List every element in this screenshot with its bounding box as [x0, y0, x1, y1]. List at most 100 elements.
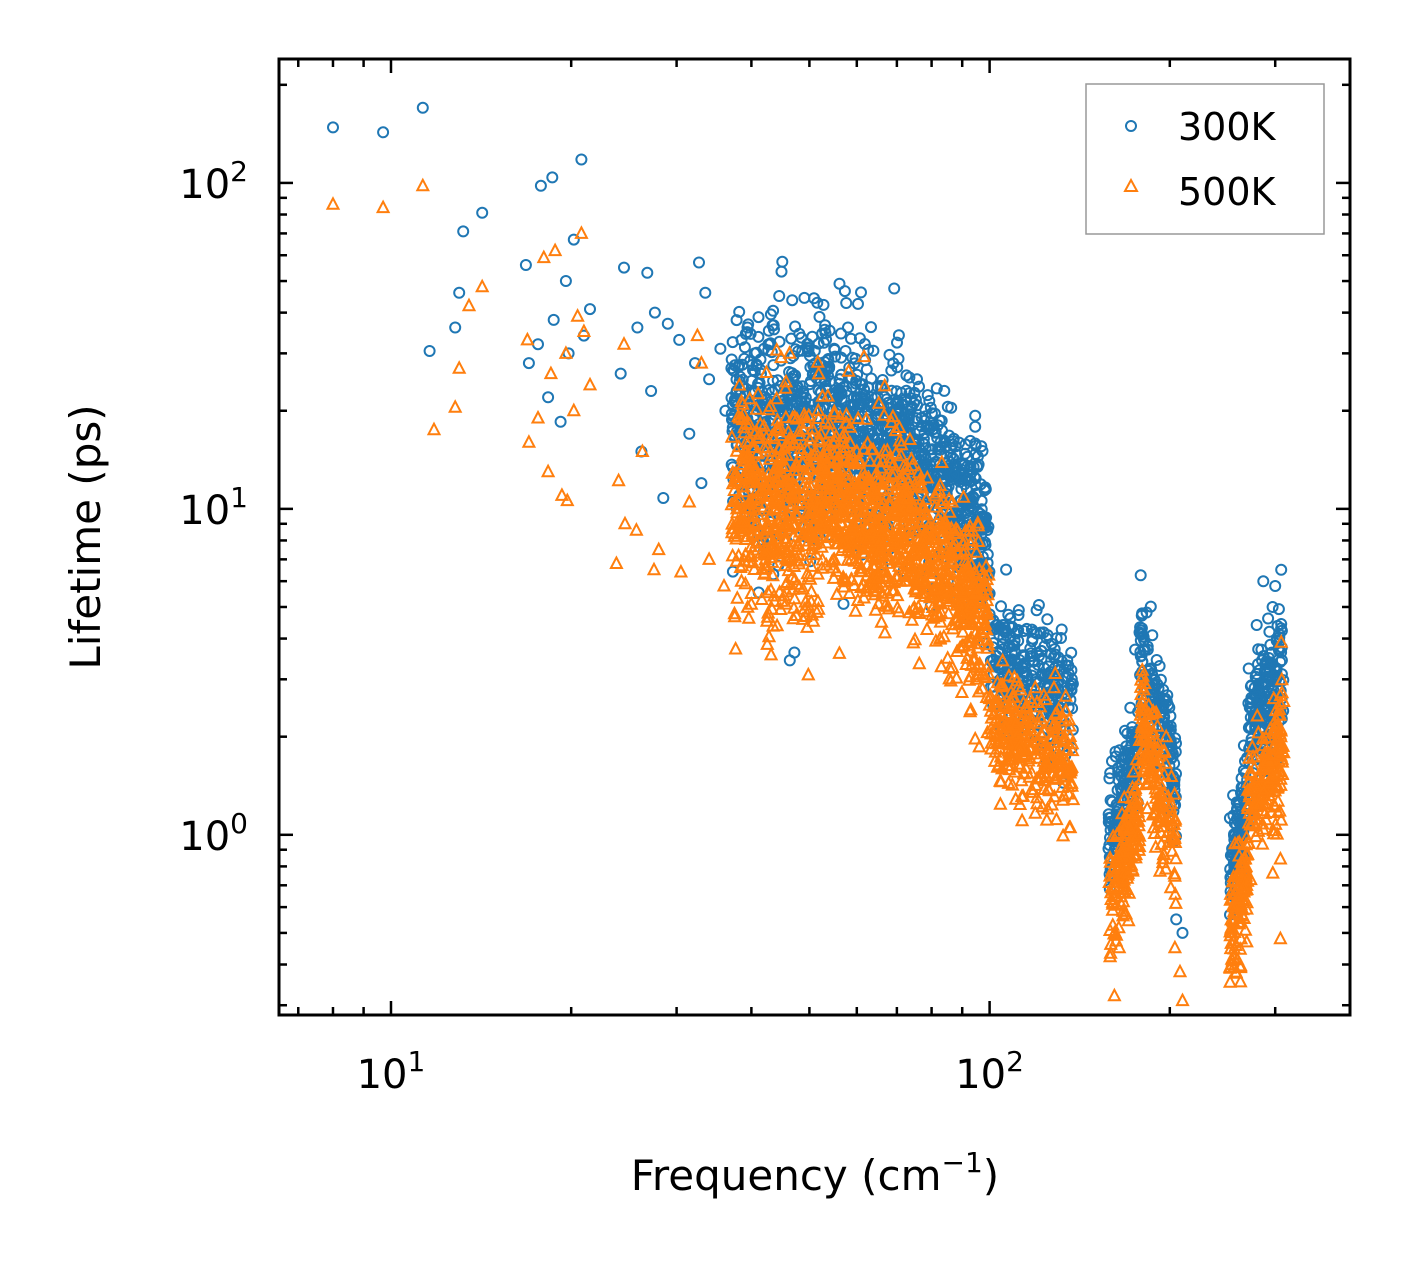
point-300k — [1055, 632, 1067, 644]
point-300k — [865, 372, 878, 385]
point-300k — [534, 179, 547, 192]
point-300k — [1006, 621, 1019, 634]
point-300k — [645, 385, 658, 397]
point-300k — [767, 319, 780, 332]
point-300k — [932, 442, 945, 455]
point-300k — [738, 341, 751, 354]
point-300k — [797, 387, 810, 400]
point-300k — [858, 383, 871, 396]
point-500k — [787, 590, 802, 605]
y-tick-exponent: 0 — [230, 807, 248, 840]
x-axis-title-superscript: −1 — [942, 1146, 983, 1179]
point-500k — [415, 177, 430, 192]
point-500k — [805, 420, 820, 435]
point-500k — [728, 640, 743, 655]
point-500k — [461, 297, 477, 312]
point-300k — [885, 364, 898, 377]
point-300k — [846, 381, 859, 394]
point-300k — [1136, 607, 1149, 620]
point-300k — [1002, 608, 1015, 621]
point-300k — [969, 437, 982, 450]
point-300k — [703, 373, 716, 386]
point-300k — [816, 327, 829, 340]
point-300k — [778, 394, 791, 407]
point-300k — [1134, 634, 1147, 647]
point-500k — [543, 365, 559, 380]
y-axis-title: Lifetime (ps) — [61, 404, 110, 669]
point-500k — [800, 487, 815, 501]
point-500k — [804, 428, 820, 443]
point-300k — [975, 440, 988, 453]
point-500k — [701, 551, 717, 565]
point-500k — [737, 419, 752, 434]
point-300k — [683, 427, 696, 440]
point-500k — [547, 242, 563, 257]
point-500k — [760, 584, 776, 599]
point-300k — [730, 314, 743, 327]
point-300k — [1032, 599, 1045, 611]
point-300k — [783, 654, 796, 667]
point-300k — [1134, 628, 1147, 640]
point-300k — [1170, 913, 1183, 926]
point-300k — [840, 297, 853, 309]
point-500k — [786, 610, 801, 625]
point-300k — [804, 555, 817, 568]
point-300k — [948, 469, 960, 482]
point-300k — [1010, 656, 1023, 669]
point-300k — [1102, 808, 1115, 821]
point-300k — [835, 351, 848, 364]
point-500k — [811, 601, 826, 615]
point-300k — [1242, 662, 1255, 675]
point-300k — [1134, 650, 1147, 663]
point-300k — [786, 294, 799, 307]
point-300k — [1020, 622, 1033, 635]
point-300k — [1038, 640, 1051, 653]
point-300k — [1141, 643, 1154, 656]
point-300k — [1260, 704, 1272, 717]
point-300k — [1106, 795, 1119, 808]
point-300k — [377, 126, 390, 139]
point-300k — [978, 484, 991, 497]
point-300k — [744, 327, 757, 340]
point-300k — [913, 380, 925, 393]
point-300k — [852, 297, 864, 310]
point-300k — [785, 394, 798, 406]
point-300k — [453, 286, 466, 299]
point-300k — [1153, 660, 1166, 672]
point-300k — [1109, 750, 1122, 763]
point-300k — [911, 373, 923, 386]
point-300k — [846, 351, 859, 364]
point-300k — [693, 256, 705, 269]
point-300k — [903, 371, 916, 384]
point-300k — [891, 336, 903, 349]
point-500k — [629, 522, 644, 536]
point-500k — [560, 492, 575, 507]
point-300k — [817, 298, 830, 311]
point-300k — [1227, 789, 1240, 802]
point-300k — [942, 459, 955, 472]
point-300k — [1117, 753, 1130, 766]
point-300k — [833, 373, 846, 386]
point-300k — [1048, 650, 1060, 663]
point-500k — [1172, 963, 1188, 978]
point-500k — [558, 345, 574, 359]
point-300k — [1003, 640, 1015, 653]
point-300k — [820, 333, 833, 346]
point-300k — [1275, 563, 1288, 576]
point-300k — [1144, 600, 1157, 613]
point-300k — [1061, 654, 1074, 667]
legend-label-500k: 500K — [1178, 170, 1277, 214]
x-tick-base: 10 — [955, 1052, 1006, 1098]
point-300k — [1012, 604, 1025, 617]
point-500k — [611, 472, 626, 487]
point-300k — [1163, 701, 1176, 714]
point-300k — [911, 399, 924, 412]
point-300k — [1041, 613, 1054, 626]
point-500k — [574, 225, 589, 239]
point-500k — [576, 323, 592, 337]
point-300k — [845, 332, 857, 345]
point-500k — [724, 429, 740, 443]
point-300k — [961, 474, 973, 487]
point-500k — [1167, 939, 1183, 954]
point-300k — [921, 389, 934, 402]
